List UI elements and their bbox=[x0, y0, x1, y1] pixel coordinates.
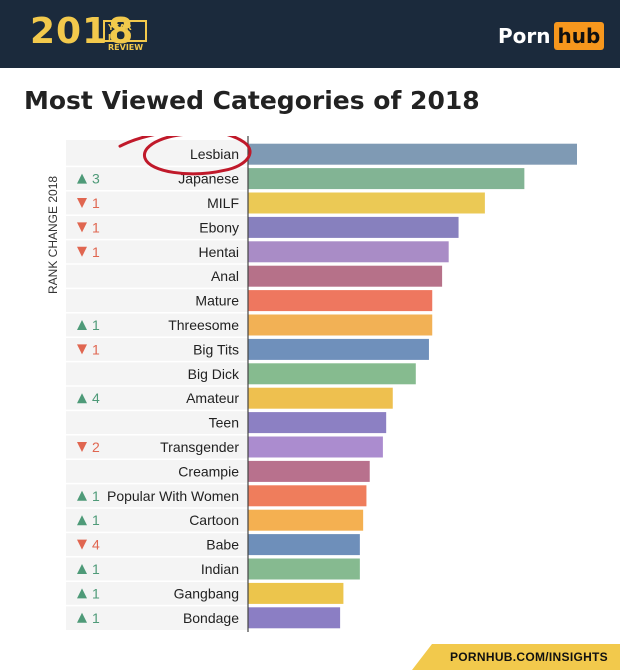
rank-up-icon bbox=[77, 515, 87, 526]
footer-url: PORNHUB.COM/INSIGHTS bbox=[449, 650, 608, 664]
bar-big-tits bbox=[248, 338, 429, 360]
rank-up-icon bbox=[77, 173, 87, 184]
category-label: Gangbang bbox=[174, 585, 239, 601]
brand-logo-part2: hub bbox=[553, 22, 605, 50]
rank-change-value: 1 bbox=[92, 195, 100, 211]
bar-hentai bbox=[248, 241, 449, 263]
rank-change-value: 1 bbox=[92, 585, 100, 601]
category-label: Ebony bbox=[199, 219, 239, 235]
rank-change-value: 1 bbox=[92, 561, 100, 577]
bar-threesome bbox=[248, 314, 433, 336]
category-label: Lesbian bbox=[190, 146, 239, 162]
brand-logo-part1: Porn bbox=[498, 24, 551, 48]
footer-band bbox=[412, 644, 620, 670]
rank-up-icon bbox=[77, 588, 87, 599]
year-logo: 2018 bbox=[30, 11, 135, 52]
bar-lesbian bbox=[248, 143, 577, 165]
category-label: Babe bbox=[206, 537, 239, 553]
rank-down-icon bbox=[77, 539, 87, 550]
category-label: Teen bbox=[209, 415, 239, 431]
bar-popular-with-women bbox=[248, 485, 367, 507]
rank-change-value: 1 bbox=[92, 488, 100, 504]
category-label: Bondage bbox=[183, 610, 239, 626]
rank-change-value: 1 bbox=[92, 341, 100, 357]
category-label: Big Tits bbox=[193, 341, 239, 357]
annotation-circle bbox=[118, 136, 252, 176]
bar-teen bbox=[248, 412, 387, 434]
rank-down-icon bbox=[77, 344, 87, 355]
bar-chart: LesbianJapanese3MILF1Ebony1Hentai1AnalMa… bbox=[66, 136, 577, 632]
rank-up-icon bbox=[77, 564, 87, 574]
category-label: Transgender bbox=[160, 439, 239, 455]
bar-ebony bbox=[248, 216, 459, 238]
bar-cartoon bbox=[248, 509, 364, 531]
category-label: Amateur bbox=[186, 390, 239, 406]
bar-mature bbox=[248, 290, 433, 312]
rank-change-value: 2 bbox=[92, 439, 100, 455]
rank-down-icon bbox=[77, 246, 87, 257]
bar-anal bbox=[248, 265, 443, 287]
category-label: Popular With Women bbox=[107, 488, 239, 504]
bar-milf bbox=[248, 192, 485, 214]
bar-indian bbox=[248, 558, 360, 580]
category-label: MILF bbox=[207, 195, 239, 211]
rank-down-icon bbox=[77, 442, 87, 452]
rank-change-value: 1 bbox=[92, 512, 100, 528]
label-panel bbox=[66, 140, 248, 630]
category-label: Creampie bbox=[178, 463, 239, 479]
bar-amateur bbox=[248, 387, 393, 409]
category-label: Big Dick bbox=[188, 366, 240, 382]
category-label: Cartoon bbox=[189, 512, 239, 528]
category-label: Indian bbox=[201, 561, 239, 577]
bar-babe bbox=[248, 534, 360, 556]
rank-change-value: 3 bbox=[92, 171, 100, 187]
bar-bondage bbox=[248, 607, 341, 629]
bar-japanese bbox=[248, 168, 525, 190]
bar-big-dick bbox=[248, 363, 416, 385]
bar-gangbang bbox=[248, 582, 344, 604]
category-label: Anal bbox=[211, 268, 239, 284]
rank-up-icon bbox=[77, 612, 87, 623]
rank-change-value: 1 bbox=[92, 244, 100, 260]
rank-up-icon bbox=[77, 393, 87, 404]
bar-creampie bbox=[248, 460, 370, 482]
category-label: Threesome bbox=[168, 317, 239, 333]
category-label: Hentai bbox=[199, 244, 239, 260]
rank-up-icon bbox=[77, 490, 87, 501]
bar-transgender bbox=[248, 436, 383, 458]
year-in-review-badge: YEAR IN REVIEW bbox=[103, 20, 147, 52]
rank-change-value: 4 bbox=[92, 390, 100, 406]
rank-change-value: 1 bbox=[92, 317, 100, 333]
rank-down-icon bbox=[77, 222, 87, 233]
rank-change-value: 4 bbox=[92, 537, 100, 553]
category-label: Mature bbox=[195, 293, 239, 309]
chart-title: Most Viewed Categories of 2018 bbox=[24, 86, 480, 115]
rank-down-icon bbox=[77, 198, 87, 208]
rank-up-icon bbox=[77, 320, 87, 330]
rank-change-value: 1 bbox=[92, 610, 100, 626]
brand-logo: Porn hub bbox=[498, 21, 605, 51]
rank-change-value: 1 bbox=[92, 219, 100, 235]
